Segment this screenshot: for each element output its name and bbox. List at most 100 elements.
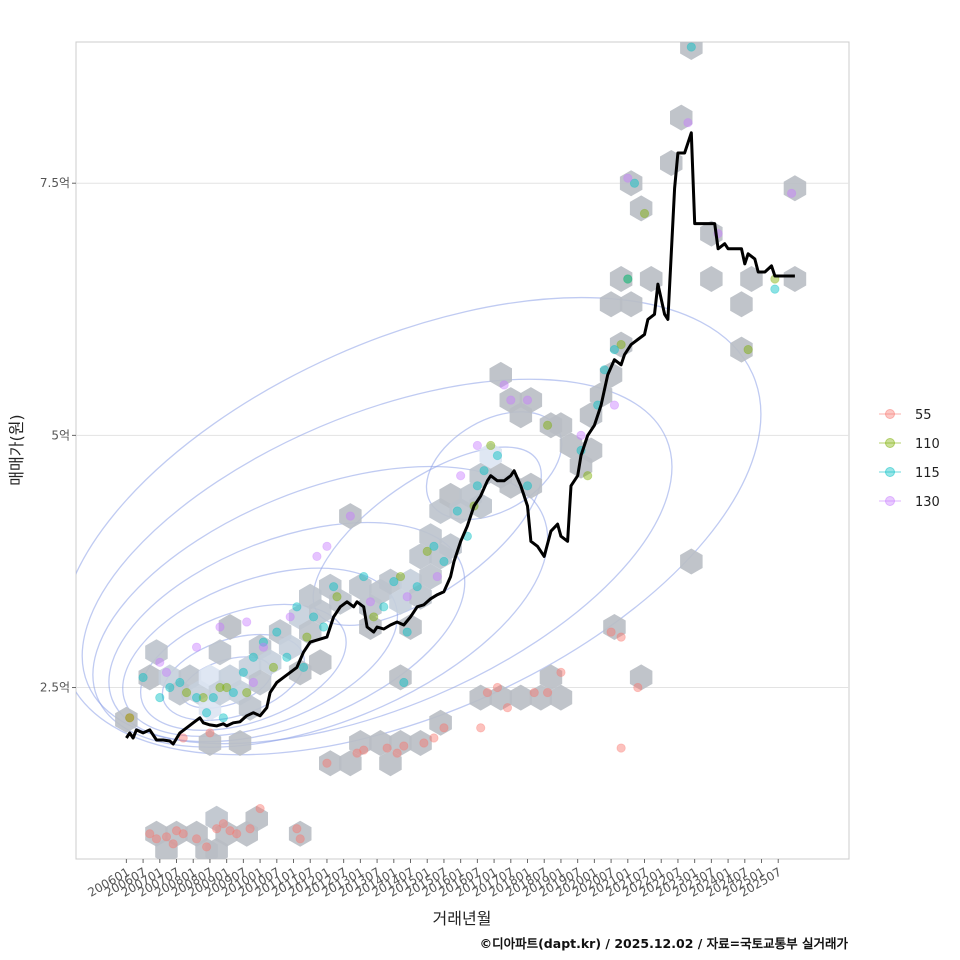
data-point-110 bbox=[302, 632, 312, 642]
hexbin-cell bbox=[185, 820, 208, 847]
data-point-55 bbox=[161, 832, 172, 842]
hexbin-cell bbox=[319, 750, 342, 777]
data-point-55 bbox=[556, 667, 566, 678]
data-point-130 bbox=[432, 571, 442, 582]
data-point-55 bbox=[529, 687, 539, 698]
legend-label-55: 55 bbox=[915, 408, 932, 423]
data-point-130 bbox=[522, 395, 533, 405]
data-point-55 bbox=[476, 723, 486, 733]
data-point-55 bbox=[616, 632, 626, 642]
data-point-115 bbox=[272, 627, 282, 637]
legend-key-110 bbox=[885, 438, 895, 448]
data-point-130 bbox=[365, 597, 375, 607]
data-point-115 bbox=[155, 693, 165, 703]
data-point-115 bbox=[228, 687, 238, 698]
hexbin-cell bbox=[519, 472, 543, 499]
scatter-points bbox=[125, 42, 797, 852]
data-point-110 bbox=[242, 687, 252, 698]
data-point-55 bbox=[352, 748, 362, 758]
data-point-110 bbox=[486, 440, 496, 451]
hexbin-cell bbox=[730, 291, 753, 318]
data-point-130 bbox=[312, 551, 322, 562]
hexbin-cell bbox=[469, 493, 492, 519]
hexbin-cell bbox=[429, 709, 452, 736]
hexbin-cell bbox=[248, 669, 272, 696]
data-point-55 bbox=[178, 733, 188, 743]
data-point-55 bbox=[492, 682, 503, 693]
hexbin-cell bbox=[479, 442, 502, 469]
hexbin-cell bbox=[218, 614, 242, 640]
data-point-55 bbox=[633, 682, 643, 693]
y-tick-label: 2.5억 bbox=[40, 681, 70, 695]
data-point-130 bbox=[345, 511, 355, 521]
data-point-55 bbox=[191, 834, 202, 844]
data-point-115 bbox=[479, 466, 489, 476]
data-point-55 bbox=[322, 758, 332, 768]
y-axis: 2.5억 5억 7.5억 bbox=[40, 176, 76, 695]
hexbin-cell bbox=[309, 598, 332, 625]
hexbin-cell bbox=[599, 291, 623, 318]
data-point-55 bbox=[542, 687, 553, 698]
hexbin-cell bbox=[730, 336, 753, 363]
data-point-130 bbox=[248, 677, 258, 688]
data-point-55 bbox=[616, 743, 626, 753]
data-point-110 bbox=[198, 693, 208, 703]
data-point-55 bbox=[502, 703, 513, 713]
hexbin-cell bbox=[529, 684, 553, 711]
hexbin-cell bbox=[165, 820, 188, 847]
hexbin-cell bbox=[215, 820, 238, 847]
hexbin-cell bbox=[680, 42, 703, 60]
legend-label-110: 110 bbox=[915, 437, 940, 452]
density-contour bbox=[81, 378, 673, 745]
hexbin-cell bbox=[489, 684, 512, 711]
data-point-110 bbox=[222, 682, 232, 693]
hexbin-cell bbox=[680, 548, 703, 575]
data-point-115 bbox=[399, 677, 409, 688]
data-point-110 bbox=[125, 713, 135, 723]
hexbin-cell bbox=[589, 382, 613, 408]
hexbin-cell bbox=[783, 266, 807, 292]
data-point-130 bbox=[576, 430, 586, 440]
data-point-110 bbox=[583, 471, 593, 481]
data-point-55 bbox=[218, 819, 228, 829]
data-point-55 bbox=[178, 829, 188, 839]
hexbin-cell bbox=[228, 730, 252, 756]
hexbin-cell bbox=[299, 619, 322, 646]
data-point-110 bbox=[616, 339, 626, 350]
data-point-110 bbox=[743, 345, 753, 355]
hexbin-cell bbox=[539, 664, 563, 691]
trend-line bbox=[125, 131, 795, 746]
hexbin-cell bbox=[258, 649, 282, 676]
data-point-130 bbox=[683, 118, 693, 128]
hexbin-cell bbox=[245, 805, 268, 832]
data-point-115 bbox=[298, 662, 309, 672]
data-point-115 bbox=[191, 693, 202, 703]
data-point-110 bbox=[268, 662, 279, 672]
data-point-115 bbox=[318, 622, 329, 632]
legend: 55 110 115 130 bbox=[879, 408, 940, 510]
hexbin-cell bbox=[329, 588, 352, 615]
data-point-130 bbox=[472, 440, 482, 451]
hexbin-cell bbox=[629, 664, 653, 691]
data-point-55 bbox=[255, 803, 265, 814]
hexbin-cell bbox=[549, 412, 573, 439]
data-point-55 bbox=[202, 842, 212, 852]
data-point-115 bbox=[175, 677, 185, 688]
data-point-110 bbox=[395, 571, 406, 582]
data-point-55 bbox=[482, 687, 492, 698]
data-point-55 bbox=[125, 713, 135, 723]
hexbin-cell bbox=[339, 503, 362, 530]
legend-key-130 bbox=[885, 496, 895, 506]
hexbin-cell bbox=[379, 568, 402, 595]
hexbin-cell bbox=[389, 664, 412, 691]
hexbin-cell bbox=[115, 706, 138, 733]
hexbin-cell bbox=[145, 639, 168, 666]
data-point-115 bbox=[402, 627, 412, 637]
hexbin-cell bbox=[409, 543, 432, 570]
data-point-55 bbox=[145, 829, 155, 839]
data-point-130 bbox=[285, 612, 295, 622]
data-point-110 bbox=[181, 687, 192, 698]
data-point-55 bbox=[205, 728, 215, 738]
data-point-55 bbox=[225, 826, 235, 836]
